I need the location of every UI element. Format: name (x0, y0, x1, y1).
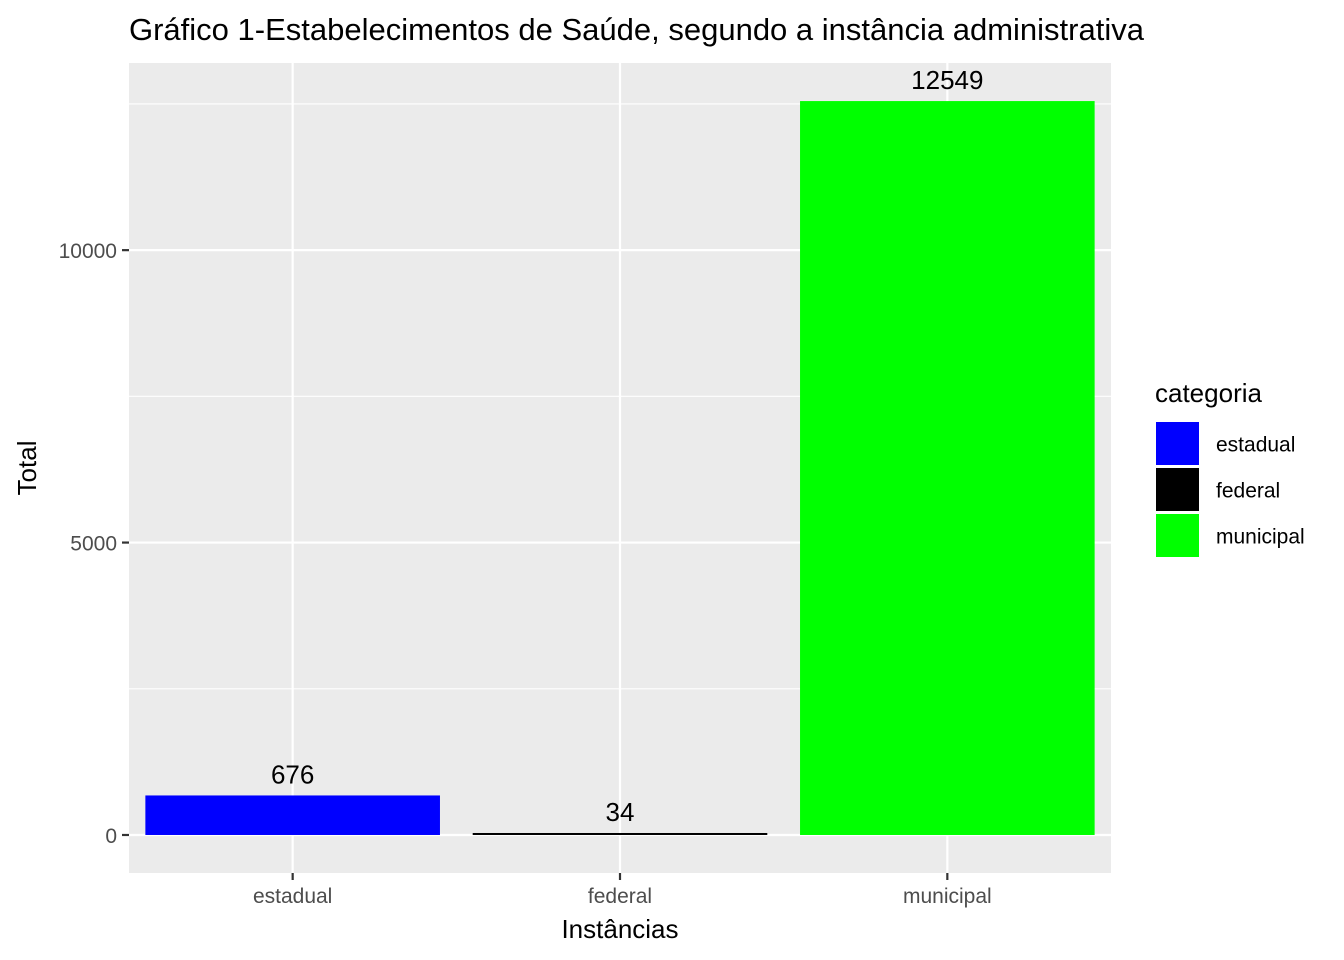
y-tick-label: 10000 (59, 240, 117, 263)
legend-title: categoria (1155, 378, 1262, 408)
bar-value-label: 34 (606, 797, 635, 827)
legend-key-municipal (1156, 514, 1199, 557)
bar-municipal (800, 101, 1095, 835)
y-axis-title: Total (12, 441, 42, 496)
y-tick-label: 0 (105, 825, 117, 848)
legend-label: estadual (1216, 434, 1295, 457)
x-tick-label: estadual (253, 885, 332, 908)
x-axis: estadual federal municipal (253, 873, 992, 908)
x-tick-label: municipal (903, 885, 992, 908)
bar-value-label: 12549 (911, 65, 983, 95)
legend-key-estadual (1156, 422, 1199, 465)
bar-estadual (145, 795, 440, 835)
y-tick-label: 5000 (70, 533, 117, 556)
legend-label: municipal (1216, 526, 1305, 549)
bar-labels: 676 34 12549 (271, 65, 984, 827)
legend-key-federal (1156, 468, 1199, 511)
bar-federal (472, 832, 768, 835)
x-tick-label: federal (588, 885, 652, 908)
bars (145, 101, 1095, 835)
legend-label: federal (1216, 480, 1280, 503)
y-axis: 0 5000 10000 (59, 240, 129, 848)
bar-value-label: 676 (271, 759, 314, 789)
legend: categoria estadual federal municipal (1155, 378, 1305, 557)
chart-title: Gráfico 1-Estabelecimentos de Saúde, seg… (129, 12, 1145, 47)
x-axis-title: Instâncias (561, 914, 678, 944)
